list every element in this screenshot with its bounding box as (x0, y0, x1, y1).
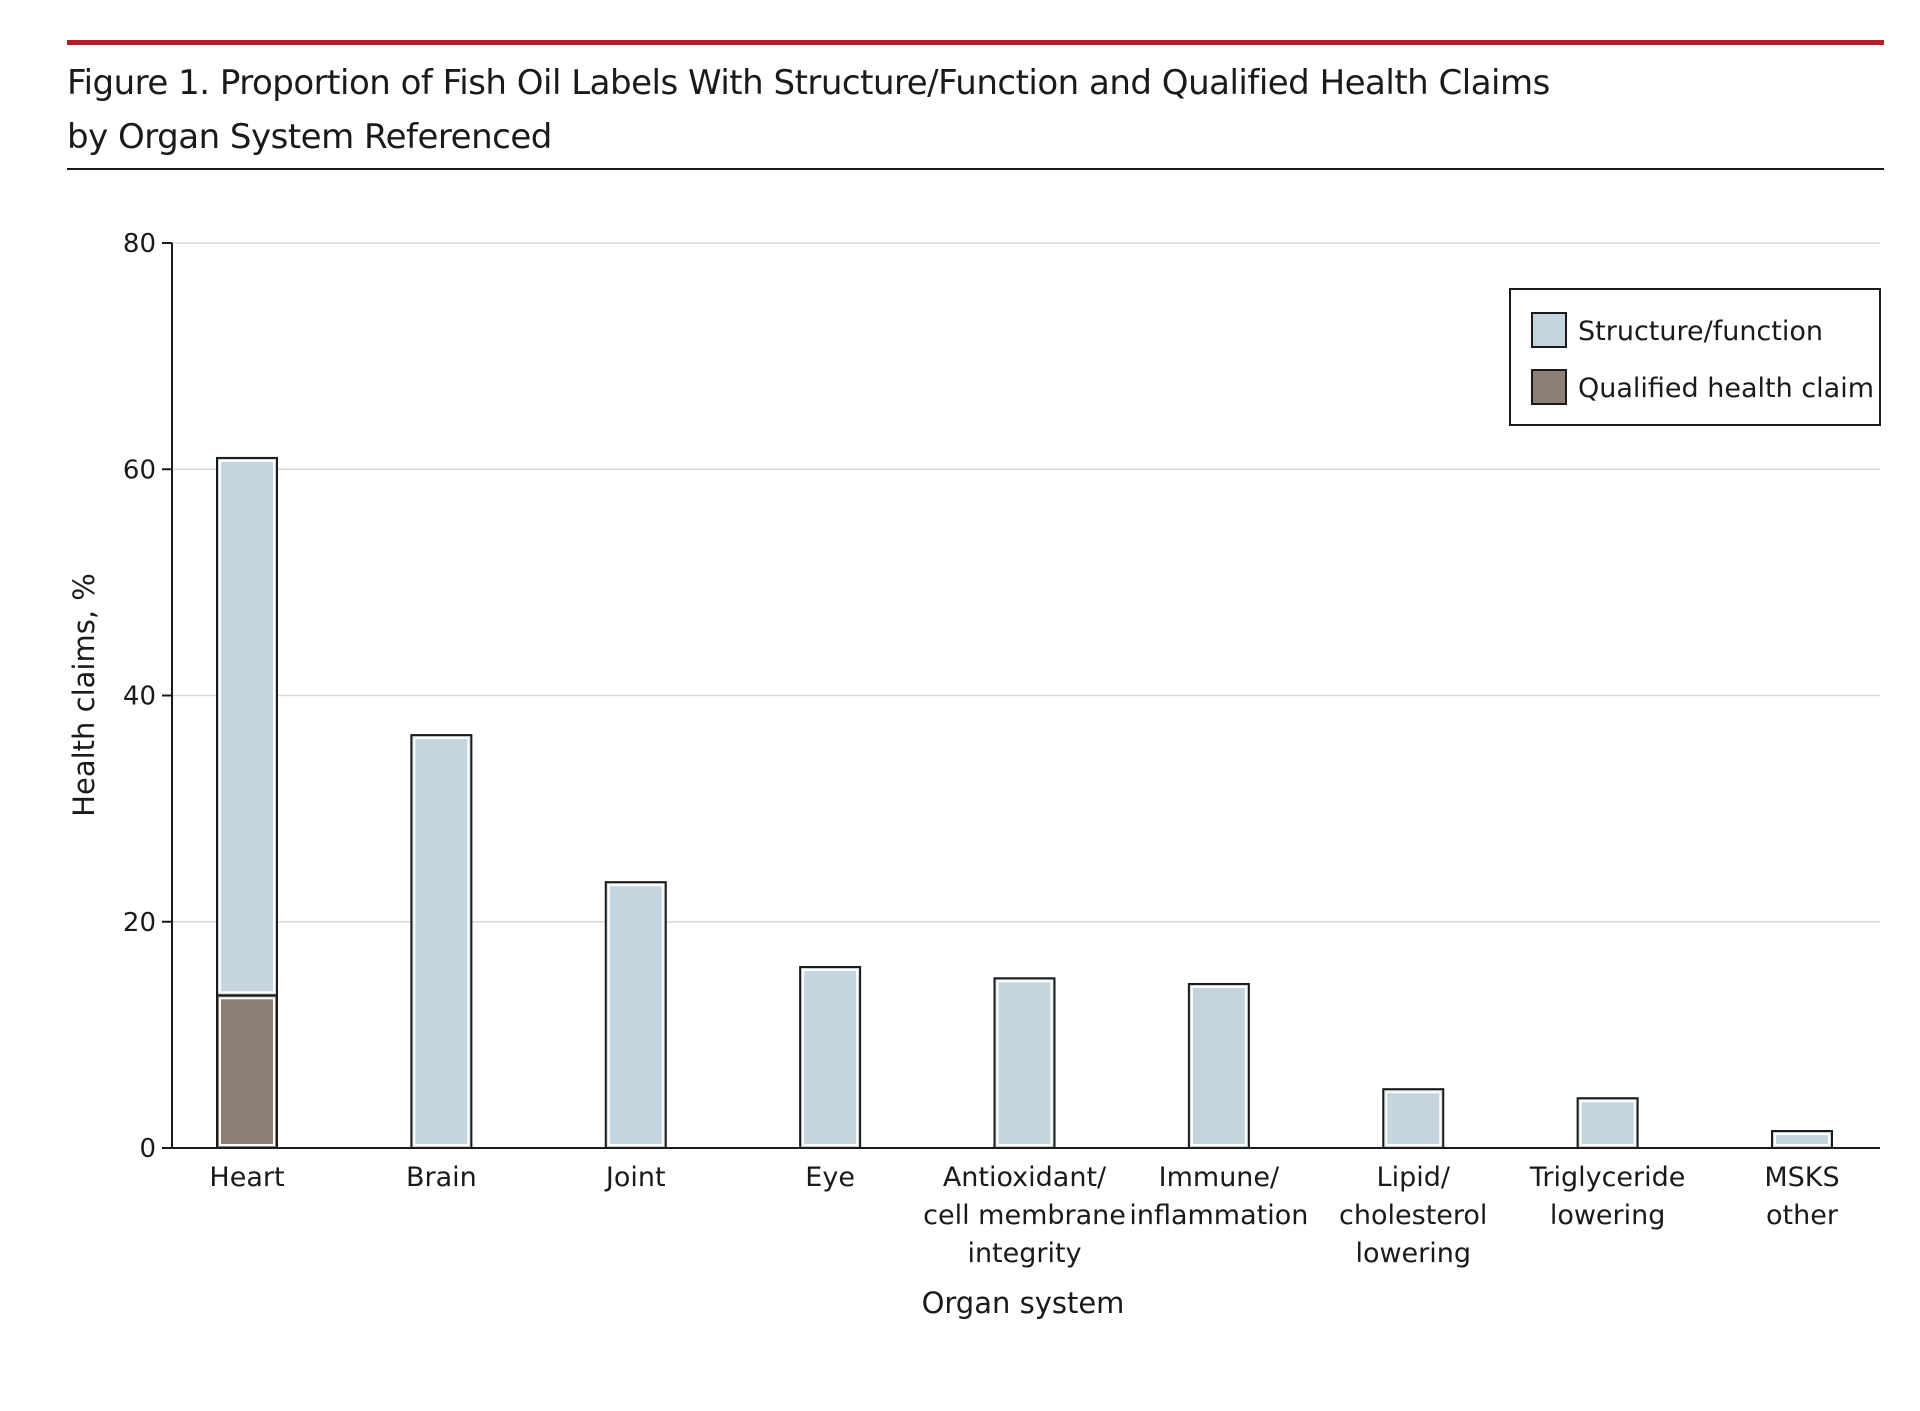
x-category-label-line: integrity (967, 1238, 1081, 1269)
bar-highlight (1385, 1091, 1442, 1147)
x-axis-title: Organ system (922, 1286, 1125, 1320)
x-category-label-line: lowering (1355, 1238, 1471, 1269)
x-category-label: Heart (209, 1162, 284, 1193)
x-category-label-line: cell membrane (923, 1200, 1126, 1231)
bar-structure-function-3 (799, 966, 862, 1149)
x-category-label: Triglyceride lowering (1529, 1162, 1686, 1231)
bar-highlight (413, 737, 470, 1146)
x-category-label-line: Joint (604, 1162, 666, 1193)
x-category-label: Lipid/cholesterol lowering (1339, 1162, 1487, 1269)
x-category-label-line: MSKS (1764, 1162, 1839, 1193)
legend-swatch-structure-function (1531, 312, 1567, 348)
y-tick-labels: 0 20 40 60 80 (123, 229, 156, 1164)
figure-title-line-1: Figure 1. Proportion of Fish Oil Labels … (67, 63, 1550, 103)
x-category-label-line: Heart (209, 1162, 284, 1193)
bars (216, 456, 1833, 1150)
bar-highlight (1579, 1100, 1636, 1146)
figure-title-line-2: by Organ System Referenced (67, 117, 552, 157)
x-category-label-line: Antioxidant/ (943, 1162, 1107, 1193)
x-category-label: Antioxidant/cell membrane integrity (923, 1162, 1126, 1269)
bar-highlight (1190, 985, 1247, 1146)
x-category-label-line: Lipid/ (1377, 1162, 1451, 1193)
x-category-label-line: other (1766, 1200, 1839, 1231)
bar-structure-function-0 (216, 456, 278, 997)
y-axis-title: Health claims, % (67, 573, 101, 817)
x-category-label: Immune/inflammation (1129, 1162, 1308, 1231)
bar-structure-function-4 (993, 977, 1056, 1149)
bar-highlight (802, 969, 859, 1146)
bar-structure-function-1 (410, 734, 473, 1149)
x-category-label-line: Immune/ (1159, 1162, 1280, 1193)
bar-highlight (1774, 1133, 1830, 1146)
x-category-label: Brain (406, 1162, 477, 1193)
legend-box (1509, 288, 1881, 426)
y-tick-label: 80 (123, 229, 156, 259)
y-tick-label: 20 (123, 908, 156, 938)
bar-structure-function-7 (1576, 1097, 1639, 1149)
bar-highlight (219, 997, 275, 1146)
x-category-label-line: Eye (805, 1162, 855, 1193)
bar-qualified-health-claim-0 (216, 994, 278, 1149)
bar-highlight (219, 459, 275, 994)
legend-swatch-qualified-health-claim (1531, 369, 1567, 405)
bar-highlight (607, 884, 664, 1146)
title-rule (67, 168, 1884, 170)
x-category-label-line: cholesterol (1339, 1200, 1487, 1231)
x-category-label: Joint (604, 1162, 666, 1193)
title-accent-bar (67, 40, 1884, 45)
y-tick-label: 0 (139, 1134, 156, 1164)
legend-label-qualified-health-claim: Qualified health claim (1578, 373, 1874, 404)
bar-structure-function-2 (604, 881, 667, 1149)
x-category-label: Eye (805, 1162, 855, 1193)
legend: Structure/function Qualified health claim (1509, 288, 1881, 426)
y-tick-label: 40 (123, 682, 156, 712)
y-tick-label: 60 (123, 455, 156, 485)
x-category-label-line: lowering (1550, 1200, 1666, 1231)
figure-title: Figure 1. Proportion of Fish Oil Labels … (67, 56, 1767, 164)
x-category-label: MSKS other (1764, 1162, 1839, 1231)
x-category-label-line: Brain (406, 1162, 477, 1193)
bar-structure-function-6 (1382, 1088, 1445, 1150)
x-category-label-line: inflammation (1129, 1200, 1308, 1231)
x-category-labels: Heart Brain Joint Eye Antioxidant/cell membr… (209, 1162, 1839, 1269)
bar-highlight (996, 980, 1053, 1146)
legend-label-structure-function: Structure/function (1578, 316, 1823, 347)
axes (162, 242, 1880, 1149)
x-category-label-line: Triglyceride (1529, 1162, 1686, 1193)
bar-structure-function-5 (1187, 982, 1250, 1149)
